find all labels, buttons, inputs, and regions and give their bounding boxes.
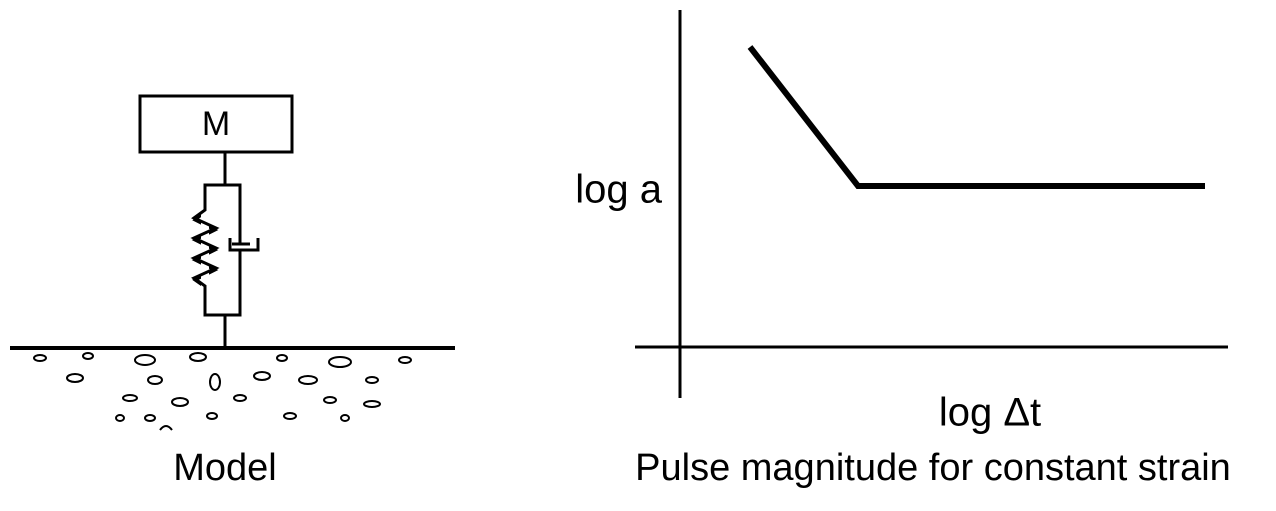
pebble — [324, 397, 336, 403]
pebble — [341, 415, 349, 421]
x-axis-label: log Δt — [939, 391, 1041, 435]
graph-caption: Pulse magnitude for constant strain — [635, 447, 1231, 489]
model-caption: Model — [173, 447, 277, 489]
pebble — [123, 395, 137, 401]
pebble — [135, 355, 155, 365]
pebble — [210, 374, 220, 390]
pebble — [234, 395, 246, 401]
pebble — [254, 372, 270, 380]
pebble — [172, 398, 188, 406]
pebble — [207, 413, 217, 419]
mass-label: M — [202, 105, 230, 143]
pebble — [299, 376, 317, 384]
pebble — [399, 357, 411, 363]
pebble — [83, 353, 93, 359]
y-axis-label: log a — [575, 168, 662, 212]
pebble — [329, 357, 351, 367]
pebble — [277, 355, 287, 361]
pebble — [145, 415, 155, 421]
pebble — [160, 426, 172, 430]
pebble — [67, 374, 83, 382]
soil — [34, 353, 411, 430]
pebble — [148, 376, 162, 384]
pebble — [190, 353, 206, 361]
graph: log a log Δt Pulse magnitude for constan… — [575, 10, 1231, 489]
model-drawing: M — [10, 96, 455, 489]
curve — [750, 47, 1205, 186]
pebble — [364, 401, 380, 407]
pebble — [116, 415, 124, 421]
pebble — [366, 377, 378, 383]
pebble — [284, 413, 296, 419]
figure: M — [0, 0, 1276, 506]
pebble — [34, 355, 46, 361]
page: M — [0, 0, 1276, 506]
